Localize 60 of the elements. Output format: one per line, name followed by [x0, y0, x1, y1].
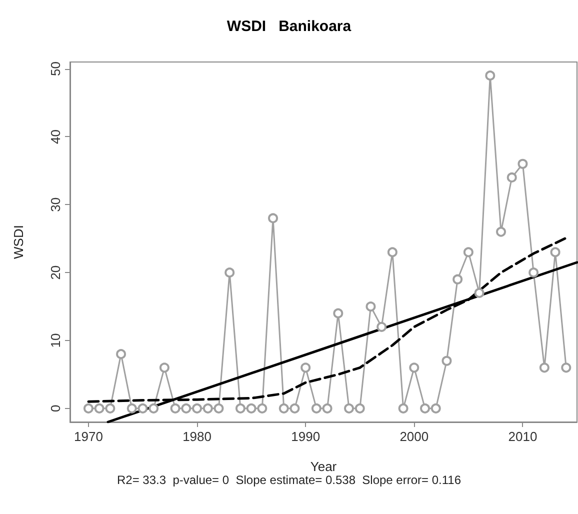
point [290, 403, 300, 414]
point [170, 403, 180, 414]
point [376, 322, 387, 332]
point [148, 403, 159, 414]
y-tick-label: 30 [48, 197, 63, 212]
point [366, 302, 376, 312]
y-axis-title: WSDI [11, 225, 26, 259]
point [496, 226, 506, 237]
point [539, 362, 550, 373]
point [268, 213, 278, 224]
point [224, 268, 235, 278]
x-tick-label: 1970 [74, 429, 103, 444]
y-tick-label: 10 [48, 333, 63, 348]
point [442, 356, 452, 366]
point [94, 403, 104, 414]
point [420, 403, 430, 414]
point [181, 403, 192, 414]
point [333, 308, 344, 318]
point [116, 349, 126, 360]
point [83, 403, 94, 414]
point [398, 403, 408, 414]
point [506, 172, 517, 182]
y-tick-label: 0 [48, 404, 63, 412]
point [528, 268, 539, 278]
y-tick-label: 40 [48, 129, 63, 144]
point [518, 158, 528, 169]
text: R2= 33.3 p-value= 0 Slope estimate= 0.538 Slope error= 0.116 [117, 473, 462, 487]
point [387, 247, 398, 258]
x-tick-label: 2010 [508, 429, 538, 444]
point [550, 247, 560, 258]
chart-title: WSDI Banikoara [226, 18, 352, 35]
point [126, 403, 137, 414]
point [561, 362, 572, 373]
point [452, 274, 463, 284]
point [214, 403, 224, 414]
point [300, 362, 311, 373]
x-axis-title: Year [310, 459, 338, 474]
point [159, 362, 170, 373]
point [485, 70, 496, 81]
point [430, 403, 441, 414]
point [322, 403, 332, 414]
point [257, 403, 268, 414]
x-tick-label: 2000 [400, 429, 429, 444]
point [235, 403, 246, 414]
x-tick-label: 1980 [182, 429, 212, 444]
point [278, 403, 289, 414]
y-tick-label: 20 [48, 265, 63, 280]
point [344, 403, 354, 414]
point [354, 403, 365, 414]
point [246, 403, 256, 414]
point [463, 247, 474, 258]
point [192, 403, 202, 414]
point [105, 403, 116, 414]
y-tick-label: 50 [48, 62, 63, 76]
point [202, 403, 213, 414]
point [311, 403, 322, 414]
point [138, 403, 148, 414]
point [409, 362, 420, 373]
x-tick-label: 1990 [291, 429, 320, 444]
point [474, 288, 484, 298]
